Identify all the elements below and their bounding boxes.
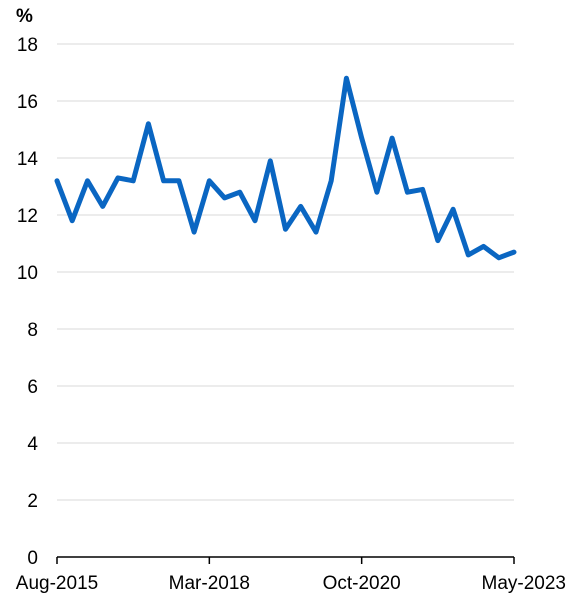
data-point [298,204,303,209]
y-tick-label: 10 [17,263,38,284]
data-point [268,158,273,163]
y-axis-unit-label: % [16,6,33,27]
data-point [85,178,90,183]
data-point [100,204,105,209]
x-tick-label: May-2023 [482,573,567,594]
y-tick-label: 0 [27,548,38,569]
x-tick-label: Aug-2015 [16,573,98,594]
data-point [374,190,379,195]
data-point [253,218,258,223]
data-point [70,218,75,223]
data-point [313,230,318,235]
data-point [344,76,349,81]
data-point [192,230,197,235]
data-point [466,252,471,257]
y-tick-label: 2 [27,491,38,512]
y-tick-label: 8 [27,320,38,341]
data-point [359,136,364,141]
y-tick-label: 16 [17,92,38,113]
x-tick-label: Oct-2020 [323,573,401,594]
data-point [329,178,334,183]
x-tick-label: Mar-2018 [169,573,250,594]
data-point [222,195,227,200]
y-tick-label: 18 [17,35,38,56]
data-point [55,178,60,183]
data-point [207,178,212,183]
y-tick-label: 6 [27,377,38,398]
data-point [131,178,136,183]
data-point [115,175,120,180]
series-line [54,75,517,261]
data-point [435,238,440,243]
data-point [451,207,456,212]
data-point [283,227,288,232]
data-point [496,255,501,260]
data-point [405,190,410,195]
data-point [481,244,486,249]
y-tick-label: 4 [27,434,38,455]
data-point [512,250,517,255]
data-point [161,178,166,183]
data-point [420,187,425,192]
data-point [146,121,151,126]
data-point [390,136,395,141]
y-tick-label: 12 [17,206,38,227]
y-tick-label: 14 [17,149,39,170]
data-point [176,178,181,183]
data-point [237,190,242,195]
